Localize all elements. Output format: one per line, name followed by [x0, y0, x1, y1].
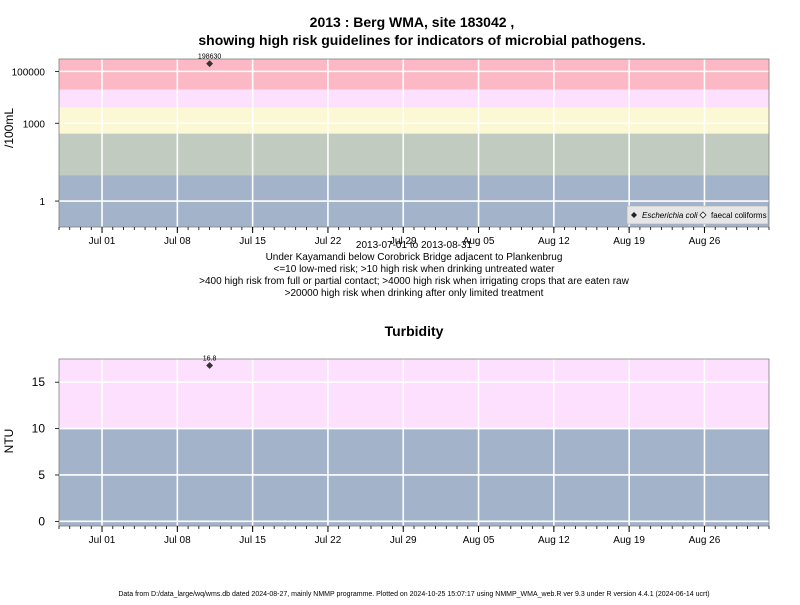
chart2-grid [59, 359, 769, 526]
chart1-band [59, 89, 769, 108]
chart2-x-tick-label: Jul 08 [164, 535, 191, 546]
chart1-band [59, 107, 769, 134]
chart1-x-tick-label: Jul 08 [164, 236, 191, 247]
chart1-x-tick-label: Aug 05 [463, 236, 495, 247]
chart2-band [59, 428, 769, 526]
chart1-x-tick-label: Aug 26 [689, 236, 721, 247]
chart1-note-date-range: 2013-07-01 to 2013-08-31 [356, 240, 473, 251]
chart1-data-point-label: 198630 [198, 54, 221, 61]
chart2-y-tick-label: 5 [38, 468, 45, 482]
chart2-x-tick-label: Aug 12 [538, 535, 570, 546]
chart1-x-tick-label: Jul 29 [390, 236, 417, 247]
chart1-plot: Jul 01 Jul 08 Jul 15 Jul 22 Jul 29 Aug 05 Aug … [12, 54, 770, 247]
chart1-y-axis: 1 1000 100000 [12, 67, 59, 208]
chart1-title-line1: 2013 : Berg WMA, site 183042 , [310, 14, 515, 30]
chart1-note-guideline-20000: >20000 high risk when drinking after onl… [285, 288, 544, 299]
chart1-legend-box [626, 205, 769, 225]
chart2-x-tick-label: Jul 15 [239, 535, 266, 546]
chart2-x-axis: Jul 01 Jul 08 Jul 15 Jul 22 Jul 29 Aug 05 Aug … [58, 526, 770, 546]
chart2-plot: Jul 01 Jul 08 Jul 15 Jul 22 Jul 29 Aug 05 Aug … [32, 355, 770, 546]
chart2-y-tick-label: 0 [38, 514, 45, 528]
chart2-y-tick-label: 15 [32, 375, 46, 389]
chart1-note-guideline-10: <=10 low-med risk; >10 high risk when dr… [274, 264, 556, 275]
chart2-title: Turbidity [385, 323, 444, 339]
footer-note: Data from D:/data_large/wq/wms.db dated … [118, 591, 709, 598]
chart1-points: 198630 [198, 54, 221, 68]
legend-ecoli-label: Escherichia coli [642, 211, 698, 220]
chart1-note-location: Under Kayamandi below Corobrick Bridge a… [266, 252, 563, 263]
chart1-y-tick-label: 100000 [12, 67, 46, 78]
chart2-points: 16.8 [203, 355, 217, 369]
chart1-note-guideline-400-4000: >400 high risk from full or partial cont… [199, 276, 629, 287]
chart2-x-tick-label: Aug 26 [689, 535, 721, 546]
chart2-y-axis: 0 5 10 15 [32, 375, 59, 528]
chart1-x-tick-label: Aug 12 [538, 236, 570, 247]
chart1-x-tick-label: Jul 01 [89, 236, 116, 247]
chart2-band [59, 359, 769, 429]
chart1-y-axis-label: /100mL [2, 108, 16, 148]
chart2-x-tick-label: Aug 19 [613, 535, 645, 546]
chart2-guideline-bands [59, 359, 769, 526]
chart2-y-tick-label: 10 [32, 422, 46, 436]
chart1-x-tick-label: Aug 19 [613, 236, 645, 247]
chart1-legend: Escherichia coli faecal coliforms [626, 205, 769, 225]
chart1-grid [59, 59, 769, 227]
chart2-x-tick-label: Jul 01 [89, 535, 116, 546]
chart1-title-line2: showing high risk guidelines for indicat… [198, 32, 645, 48]
chart1-band [59, 59, 769, 90]
chart2-data-point [206, 362, 214, 369]
chart1-y-tick-label: 1 [39, 197, 45, 208]
chart1-y-tick-label: 1000 [23, 119, 46, 130]
legend-fc-marker [699, 211, 707, 219]
chart2-x-tick-label: Jul 29 [390, 535, 417, 546]
legend-fc-label: faecal coliforms [711, 211, 767, 220]
chart1-data-point [206, 60, 214, 68]
chart2-x-tick-label: Aug 05 [463, 535, 495, 546]
chart1-x-tick-label: Jul 15 [239, 236, 266, 247]
chart1-x-tick-label: Jul 22 [315, 236, 342, 247]
chart1-band [59, 133, 769, 176]
chart2-x-tick-label: Jul 22 [315, 535, 342, 546]
chart1-x-axis: Jul 01 Jul 08 Jul 15 Jul 22 Jul 29 Aug 05 Aug … [58, 227, 770, 247]
chart2-data-point-label: 16.8 [203, 355, 217, 362]
legend-ecoli-marker [631, 212, 637, 218]
chart2-y-axis-label: NTU [2, 429, 16, 454]
